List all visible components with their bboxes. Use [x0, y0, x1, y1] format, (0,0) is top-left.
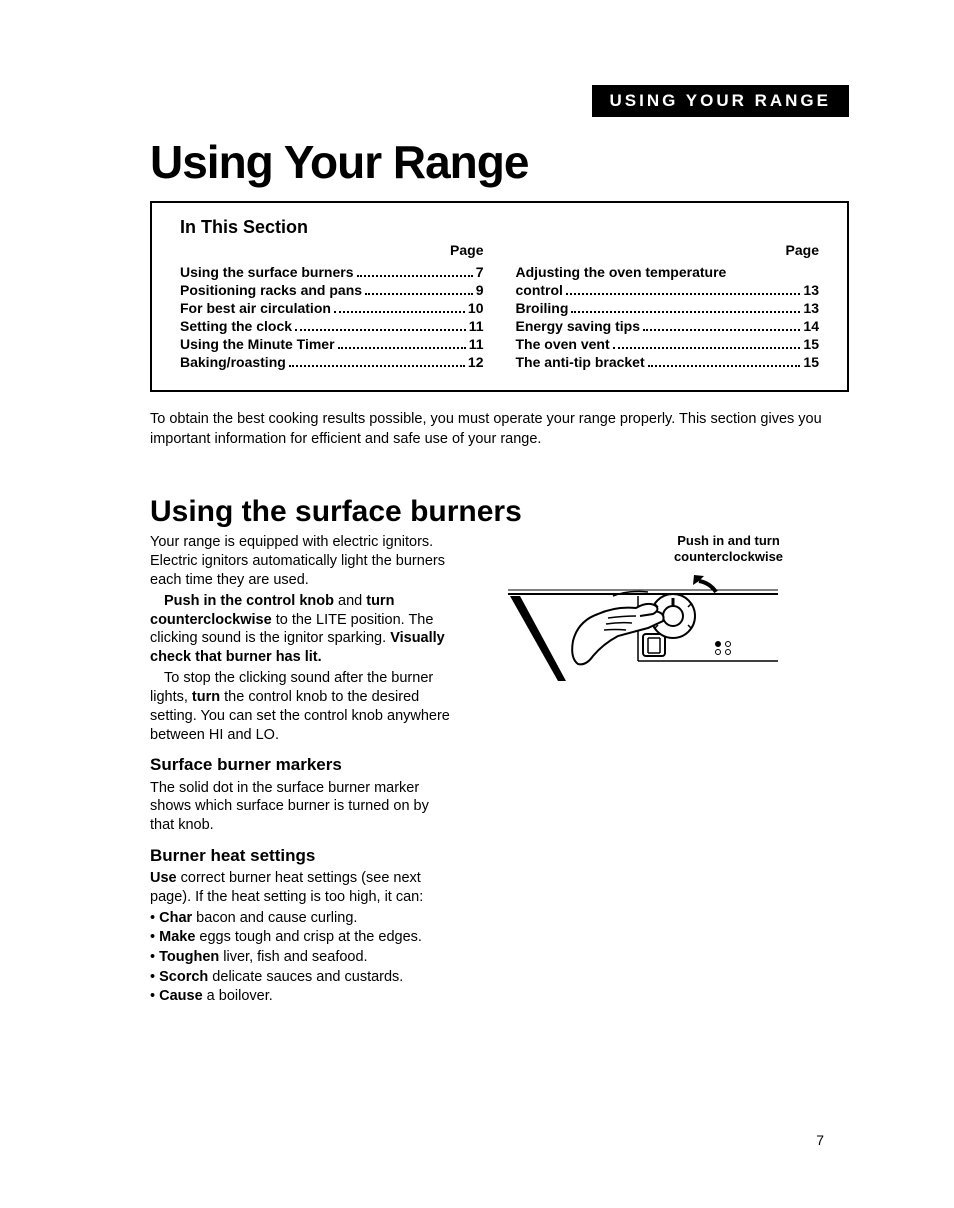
page-label: Page	[180, 242, 484, 258]
toc-entry: Positioning racks and pans9	[180, 282, 484, 298]
main-title: Using Your Range	[150, 135, 849, 189]
body-text-column: Your range is equipped with electric ign…	[150, 533, 450, 1007]
subheading: Burner heat settings	[150, 845, 450, 867]
toc-entry: The oven vent15	[516, 336, 820, 352]
subheading: Surface burner markers	[150, 754, 450, 776]
bullet-list: Char bacon and cause curling.Make eggs t…	[150, 909, 450, 1007]
toc-box: In This Section Page Using the surface b…	[150, 201, 849, 392]
toc-left-column: Page Using the surface burners7 Positioni…	[180, 242, 484, 372]
paragraph: Use correct burner heat settings (see ne…	[150, 869, 450, 907]
toc-entry: Baking/roasting12	[180, 354, 484, 370]
toc-entry: Energy saving tips14	[516, 318, 820, 334]
toc-entry: Using the Minute Timer11	[180, 336, 484, 352]
toc-entry: For best air circulation10	[180, 300, 484, 316]
intro-paragraph: To obtain the best cooking results possi…	[150, 410, 849, 449]
toc-entry: Using the surface burners7	[180, 264, 484, 280]
list-item: Toughen liver, fish and seafood.	[150, 948, 450, 968]
toc-entry: Adjusting the oven temperature	[516, 264, 820, 280]
toc-entry: Broiling13	[516, 300, 820, 316]
knob-diagram	[498, 566, 788, 696]
toc-entry: Setting the clock11	[180, 318, 484, 334]
list-item: Scorch delicate sauces and custards.	[150, 968, 450, 988]
section-title: Using the surface burners	[150, 495, 849, 529]
paragraph: Push in the control knob and turn counte…	[150, 592, 450, 667]
paragraph: Your range is equipped with electric ign…	[150, 533, 450, 590]
page-number: 7	[816, 1132, 824, 1148]
paragraph: The solid dot in the surface burner mark…	[150, 779, 450, 836]
header-banner: USING YOUR RANGE	[592, 85, 850, 117]
page-label: Page	[516, 242, 820, 258]
diagram-column: Push in and turn counterclockwise	[498, 533, 849, 1007]
diagram-caption: Push in and turn counterclockwise	[608, 533, 849, 564]
toc-entry: The anti-tip bracket15	[516, 354, 820, 370]
toc-title: In This Section	[180, 217, 819, 238]
list-item: Cause a boilover.	[150, 987, 450, 1007]
toc-right-column: Page Adjusting the oven temperature contr…	[516, 242, 820, 372]
toc-entry: control13	[516, 282, 820, 298]
list-item: Make eggs tough and crisp at the edges.	[150, 928, 450, 948]
paragraph: To stop the clicking sound after the bur…	[150, 669, 450, 744]
list-item: Char bacon and cause curling.	[150, 909, 450, 929]
